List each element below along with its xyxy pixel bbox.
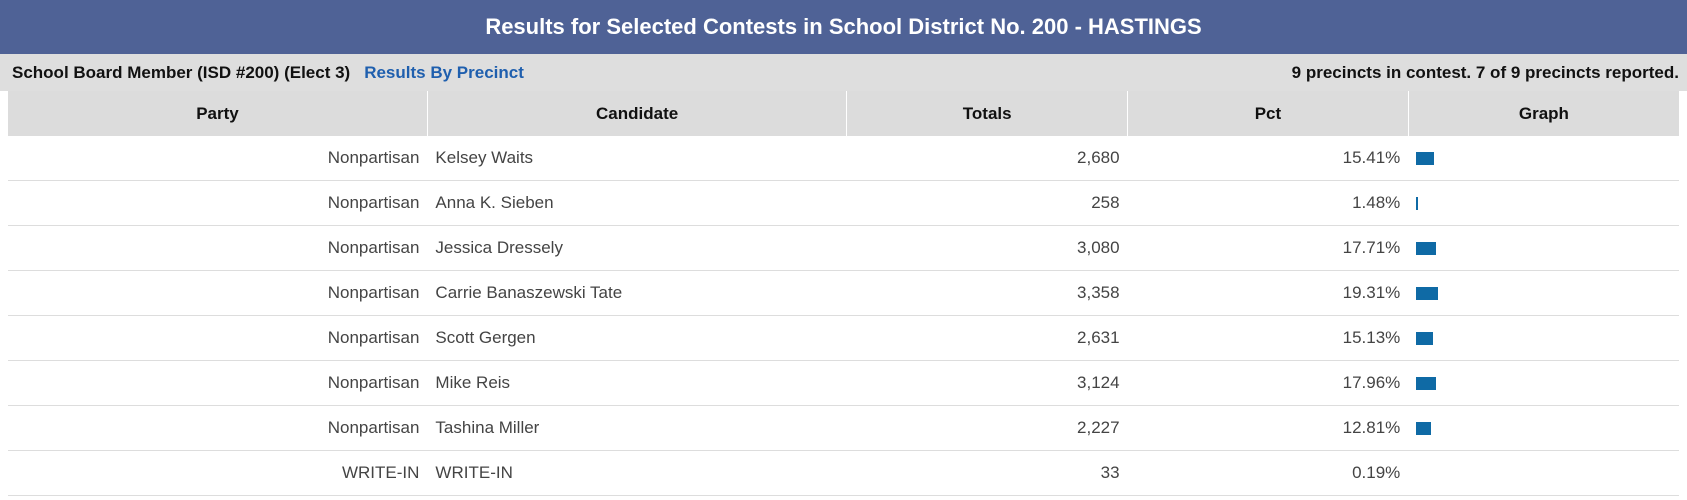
graph-cell: [1408, 450, 1679, 496]
pct-cell: 12.81%: [1127, 405, 1409, 451]
vote-share-bar: [1416, 242, 1437, 256]
pct-cell: 19.31%: [1127, 270, 1409, 316]
results-container: School Board Member (ISD #200) (Elect 3)…: [0, 54, 1687, 496]
vote-share-bar: [1416, 332, 1434, 346]
graph-cell: [1408, 315, 1679, 361]
results-table: Party Candidate Totals Pct Graph Nonpart…: [8, 91, 1679, 496]
candidate-cell: Carrie Banaszewski Tate: [427, 270, 847, 316]
vote-share-bar: [1416, 152, 1434, 166]
column-header-graph: Graph: [1407, 91, 1679, 136]
table-row: Nonpartisan Mike Reis 3,124 17.96%: [8, 360, 1679, 406]
totals-cell: 3,358: [846, 270, 1128, 316]
party-cell: Nonpartisan: [8, 136, 428, 181]
graph-cell: [1408, 405, 1679, 451]
graph-cell: [1408, 225, 1679, 271]
candidate-cell: WRITE-IN: [427, 450, 847, 496]
party-cell: Nonpartisan: [8, 180, 428, 226]
totals-cell: 258: [846, 180, 1128, 226]
table-header-row: Party Candidate Totals Pct Graph: [8, 91, 1679, 136]
column-header-pct[interactable]: Pct: [1127, 91, 1409, 136]
party-cell: Nonpartisan: [8, 405, 428, 451]
page-banner: Results for Selected Contests in School …: [0, 0, 1687, 54]
table-row: WRITE-IN WRITE-IN 33 0.19%: [8, 450, 1679, 496]
table-row: Nonpartisan Scott Gergen 2,631 15.13%: [8, 315, 1679, 361]
pct-cell: 15.13%: [1127, 315, 1409, 361]
pct-cell: 0.19%: [1127, 450, 1409, 496]
pct-cell: 15.41%: [1127, 136, 1409, 181]
candidate-cell: Mike Reis: [427, 360, 847, 406]
party-cell: WRITE-IN: [8, 450, 428, 496]
party-cell: Nonpartisan: [8, 360, 428, 406]
party-cell: Nonpartisan: [8, 315, 428, 361]
column-header-party[interactable]: Party: [8, 91, 428, 136]
table-row: Nonpartisan Kelsey Waits 2,680 15.41%: [8, 136, 1679, 181]
graph-cell: [1408, 136, 1679, 181]
table-row: Nonpartisan Carrie Banaszewski Tate 3,35…: [8, 270, 1679, 316]
totals-cell: 3,124: [846, 360, 1128, 406]
column-header-candidate[interactable]: Candidate: [426, 91, 847, 136]
column-header-totals[interactable]: Totals: [846, 91, 1128, 136]
table-row: Nonpartisan Jessica Dressely 3,080 17.71…: [8, 225, 1679, 271]
precincts-reported: 9 precincts in contest. 7 of 9 precincts…: [1291, 62, 1679, 82]
totals-cell: 33: [846, 450, 1128, 496]
graph-cell: [1408, 360, 1679, 406]
vote-share-bar: [1416, 422, 1431, 436]
pct-cell: 17.71%: [1127, 225, 1409, 271]
candidate-cell: Scott Gergen: [427, 315, 847, 361]
vote-share-bar: [1416, 197, 1419, 211]
party-cell: Nonpartisan: [8, 225, 428, 271]
contest-name: School Board Member (ISD #200) (Elect 3): [12, 62, 351, 82]
results-by-precinct-link[interactable]: Results By Precinct: [364, 62, 524, 82]
totals-cell: 2,631: [846, 315, 1128, 361]
totals-cell: 3,080: [846, 225, 1128, 271]
contest-header: School Board Member (ISD #200) (Elect 3)…: [0, 54, 1687, 91]
totals-cell: 2,680: [846, 136, 1128, 181]
pct-cell: 17.96%: [1127, 360, 1409, 406]
graph-cell: [1408, 270, 1679, 316]
candidate-cell: Anna K. Sieben: [427, 180, 847, 226]
party-cell: Nonpartisan: [8, 270, 428, 316]
banner-title: Results for Selected Contests in School …: [485, 14, 1202, 39]
table-row: Nonpartisan Tashina Miller 2,227 12.81%: [8, 405, 1679, 451]
vote-share-bar: [1416, 287, 1438, 301]
table-row: Nonpartisan Anna K. Sieben 258 1.48%: [8, 180, 1679, 226]
graph-cell: [1408, 180, 1679, 226]
candidate-cell: Jessica Dressely: [427, 225, 847, 271]
vote-share-bar: [1416, 377, 1437, 391]
candidate-cell: Tashina Miller: [427, 405, 847, 451]
totals-cell: 2,227: [846, 405, 1128, 451]
pct-cell: 1.48%: [1127, 180, 1409, 226]
candidate-cell: Kelsey Waits: [427, 136, 847, 181]
